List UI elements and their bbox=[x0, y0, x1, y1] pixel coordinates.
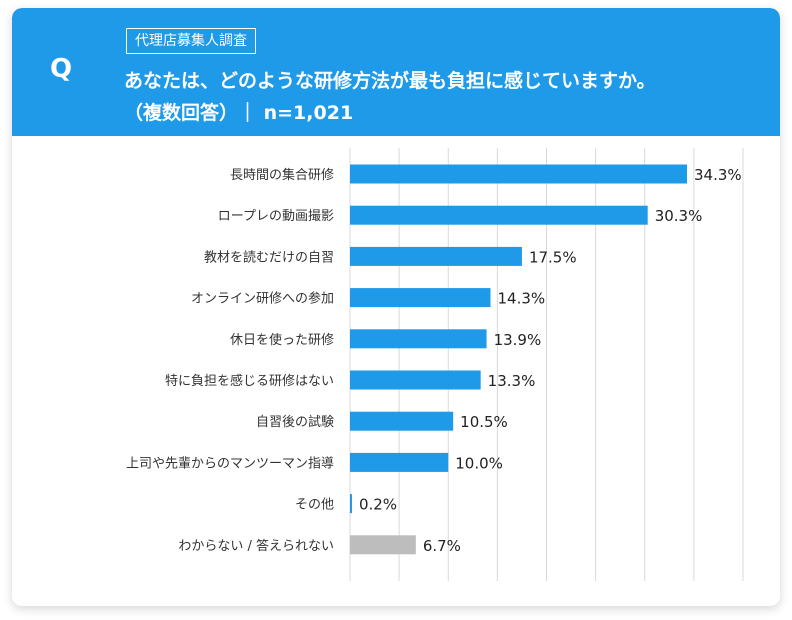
category-label: 特に負担を感じる研修はない bbox=[165, 373, 334, 389]
value-label: 34.3% bbox=[694, 166, 742, 184]
chart-card: Q 代理店募集人調査 あなたは、どのような研修方法が最も負担に感じていますか。 … bbox=[12, 8, 780, 606]
category-label: 教材を読むだけの自習 bbox=[204, 249, 334, 265]
bar bbox=[350, 494, 352, 514]
value-label: 13.9% bbox=[494, 331, 542, 349]
category-label: わからない / 答えられない bbox=[178, 538, 334, 554]
value-label: 14.3% bbox=[497, 290, 545, 308]
bar bbox=[350, 535, 416, 555]
category-label: 自習後の試験 bbox=[256, 414, 334, 430]
bar bbox=[350, 164, 687, 184]
value-label: 10.5% bbox=[460, 413, 508, 431]
bar bbox=[350, 370, 481, 390]
bar bbox=[350, 452, 449, 472]
category-label: 休日を使った研修 bbox=[230, 332, 334, 348]
value-label: 6.7% bbox=[423, 537, 461, 555]
value-label: 10.0% bbox=[455, 454, 503, 472]
question-text: あなたは、どのような研修方法が最も負担に感じていますか。 bbox=[124, 70, 656, 92]
value-label: 30.3% bbox=[655, 207, 703, 225]
bar bbox=[350, 246, 522, 266]
bar bbox=[350, 205, 648, 225]
category-label: その他 bbox=[295, 498, 334, 513]
value-label: 0.2% bbox=[359, 496, 397, 514]
category-label: オンライン研修への参加 bbox=[191, 291, 334, 307]
bar bbox=[350, 329, 487, 349]
bar bbox=[350, 411, 454, 431]
value-label: 13.3% bbox=[488, 372, 536, 390]
category-label: ロープレの動画撮影 bbox=[218, 208, 334, 224]
survey-tag: 代理店募集人調査 bbox=[126, 28, 256, 54]
bar bbox=[350, 288, 491, 308]
question-subtext: （複数回答）｜ n=1,021 bbox=[124, 102, 354, 124]
category-label: 長時間の集合研修 bbox=[230, 167, 334, 183]
category-label: 上司や先輩からのマンツーマン指導 bbox=[126, 456, 334, 471]
question-header: Q 代理店募集人調査 あなたは、どのような研修方法が最も負担に感じていますか。 … bbox=[12, 8, 780, 136]
q-label: Q bbox=[50, 54, 73, 84]
value-label: 17.5% bbox=[529, 248, 577, 266]
bar-chart: 長時間の集合研修 34.3% ロープレの動画撮影 30.3% 教材を読むだけの自習 17.… bbox=[126, 148, 744, 581]
